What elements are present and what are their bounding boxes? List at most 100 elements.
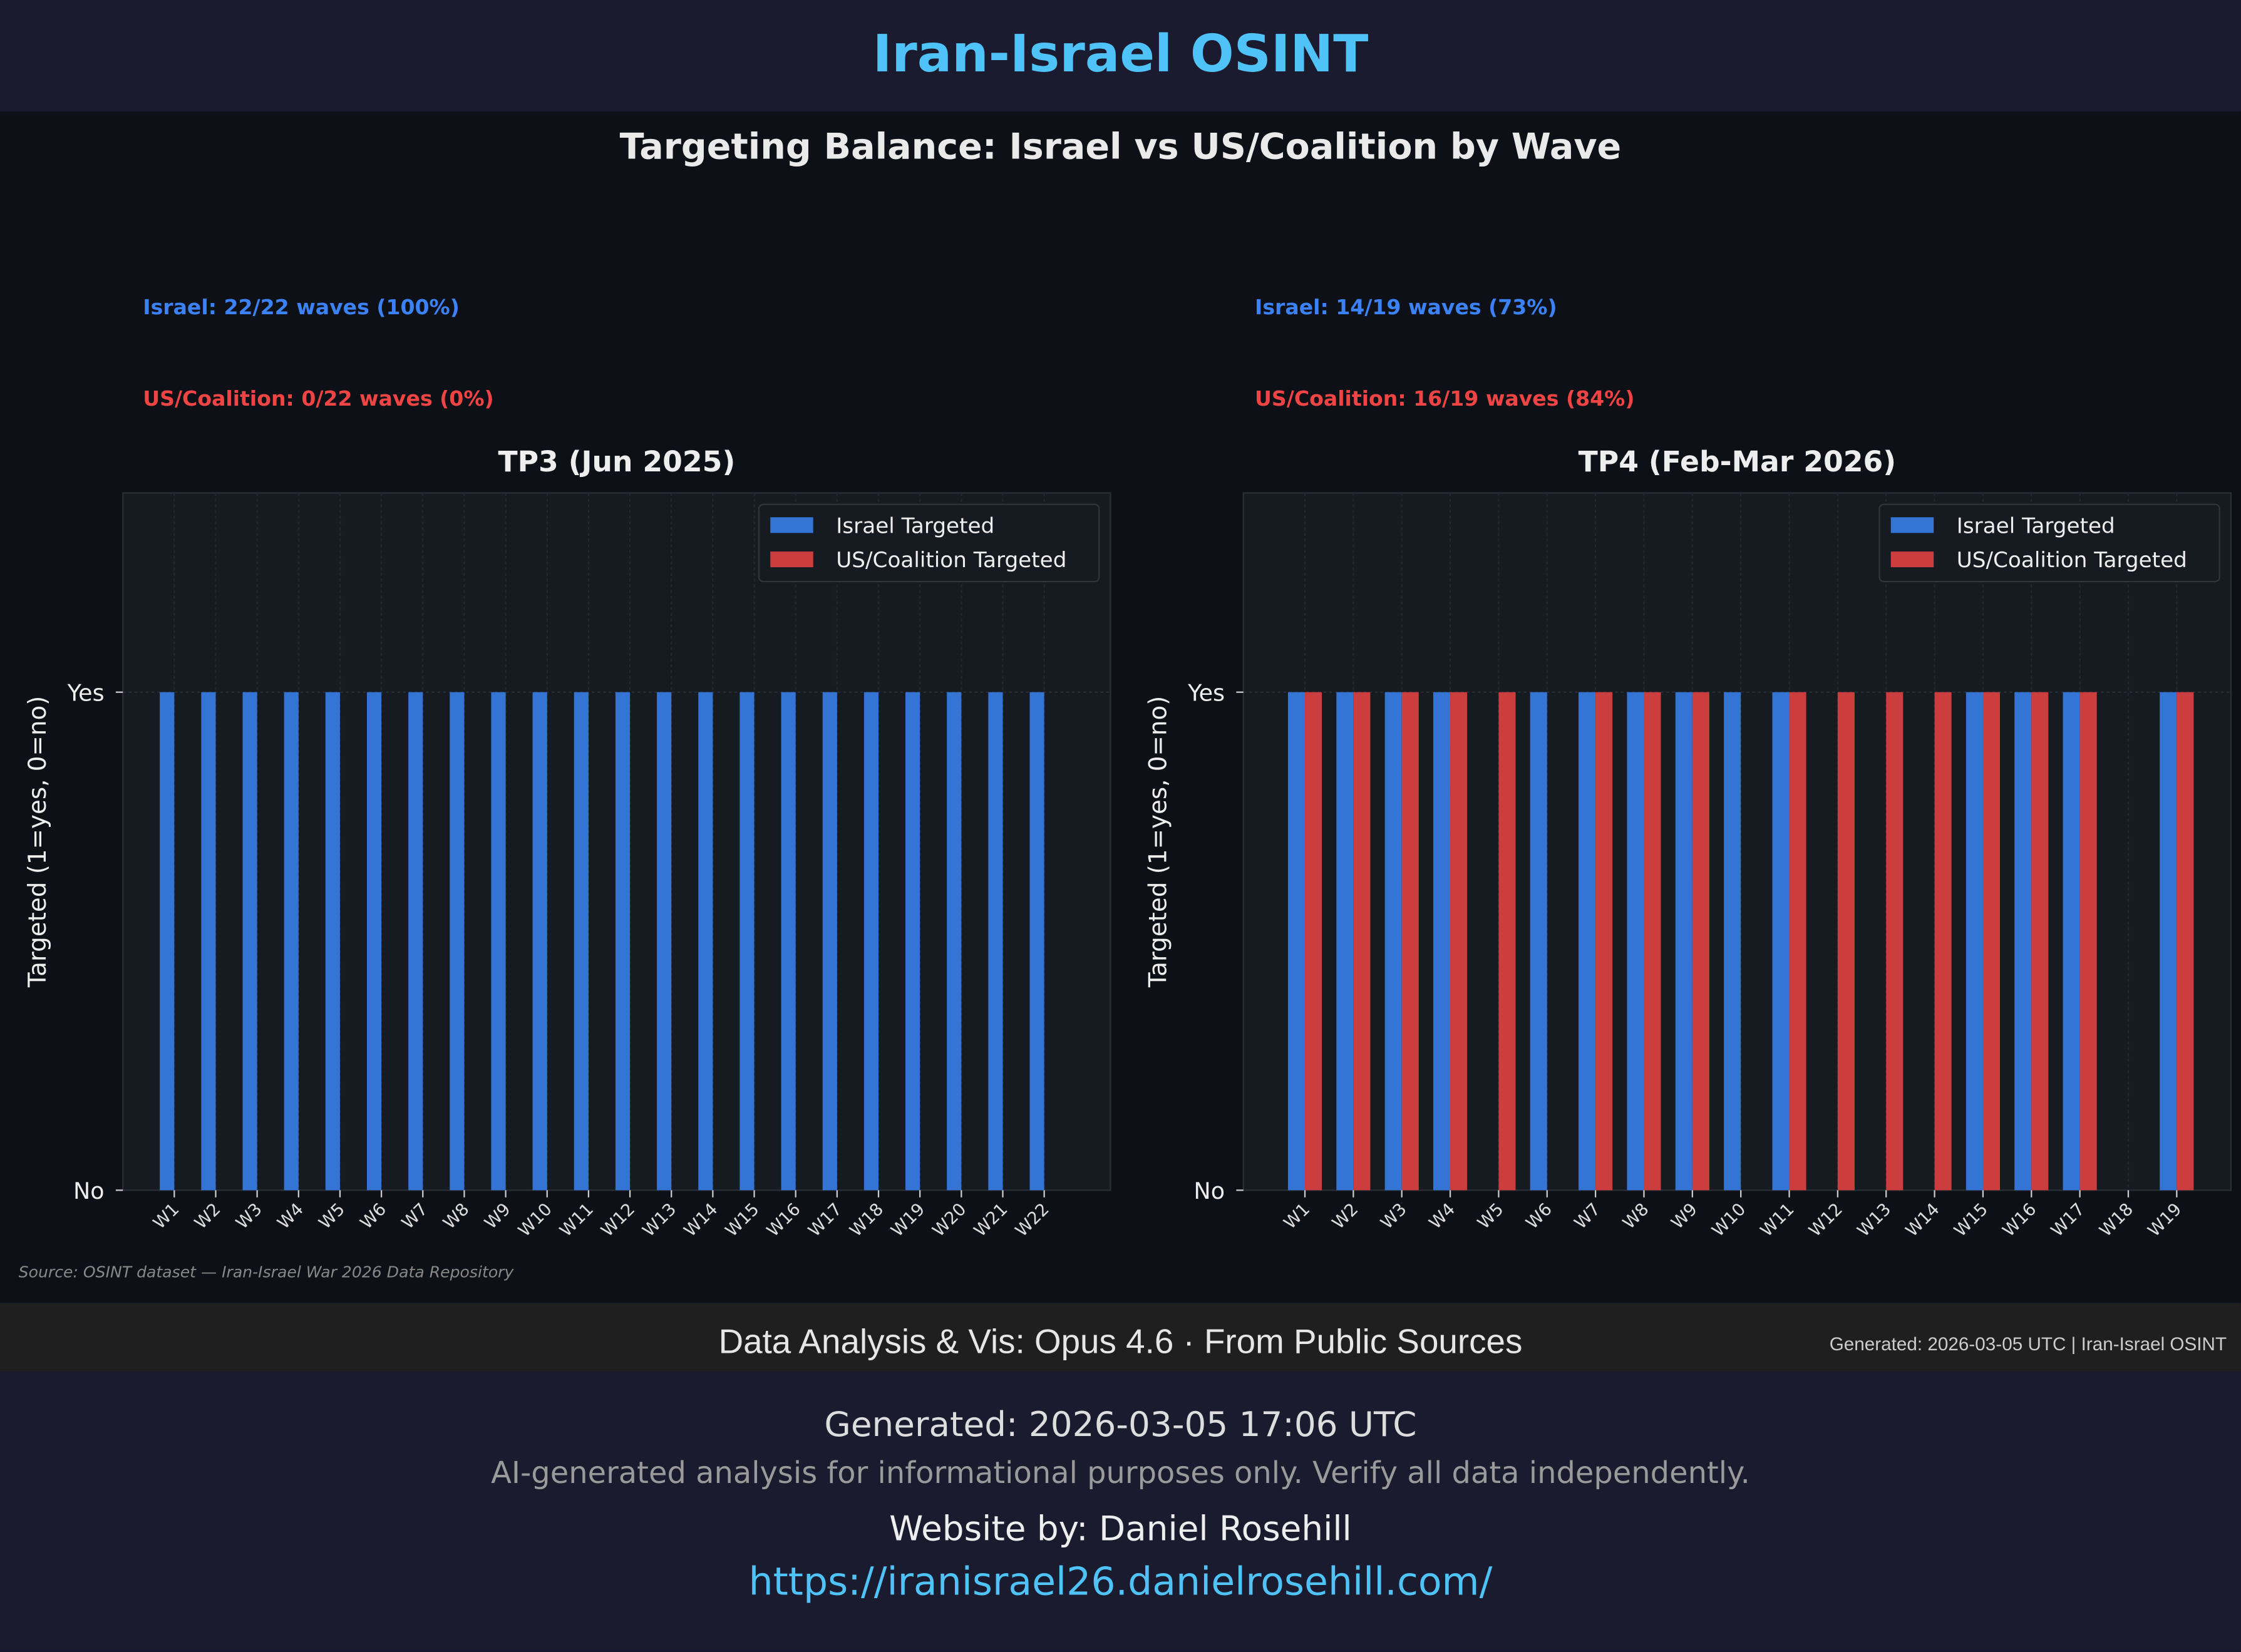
israel-bar-W19 bbox=[905, 692, 920, 1191]
y-axis-label: Targeted (1=yes, 0=no) bbox=[1145, 696, 1173, 988]
site-footer bbox=[0, 1372, 2241, 1652]
israel-bar-W10 bbox=[1724, 692, 1741, 1191]
tp3-us-summary: US/Coalition: 0/22 waves (0%) bbox=[143, 388, 494, 412]
x-tick-label: W13 bbox=[639, 1199, 681, 1241]
legend-label-israel: Israel Targeted bbox=[836, 513, 994, 538]
israel-bar-W2 bbox=[201, 692, 216, 1191]
us-bar-W15 bbox=[1982, 692, 2001, 1191]
us-bar-W12 bbox=[1837, 692, 1855, 1191]
x-tick-label: W16 bbox=[1999, 1199, 2041, 1241]
x-tick-label: W3 bbox=[232, 1199, 265, 1233]
israel-bar-W18 bbox=[863, 692, 879, 1191]
legend bbox=[758, 503, 1100, 583]
site-header: Iran-Israel OSINT bbox=[0, 0, 2241, 112]
x-tick-label: W5 bbox=[316, 1199, 349, 1233]
x-tick-label: W13 bbox=[1854, 1199, 1895, 1241]
us-bar-W5 bbox=[1498, 692, 1516, 1191]
x-tick-label: W10 bbox=[1709, 1199, 1750, 1241]
y-tick-label: No bbox=[1193, 1177, 1225, 1204]
legend-swatch-israel bbox=[1890, 517, 1934, 533]
israel-bar-W8 bbox=[450, 692, 465, 1191]
us-bar-W7 bbox=[1595, 692, 1613, 1191]
x-tick-label: W7 bbox=[398, 1199, 431, 1233]
us-bar-W19 bbox=[2177, 692, 2194, 1191]
israel-bar-W1 bbox=[1287, 692, 1306, 1191]
israel-bar-W16 bbox=[2014, 692, 2032, 1191]
israel-bar-W22 bbox=[1029, 692, 1044, 1191]
footer-bar bbox=[0, 1303, 2241, 1372]
israel-bar-W4 bbox=[1433, 692, 1451, 1191]
website-link[interactable]: https://iranisrael26.danielrosehill.com/ bbox=[748, 1560, 1493, 1605]
legend-swatch-us bbox=[770, 552, 813, 568]
israel-bar-W17 bbox=[822, 692, 837, 1191]
israel-bar-W3 bbox=[1384, 692, 1402, 1191]
us-bar-W13 bbox=[1886, 692, 1904, 1191]
website-credit: Website by: Daniel Rosehill bbox=[889, 1509, 1352, 1549]
x-tick-label: W22 bbox=[1012, 1199, 1053, 1241]
x-tick-label: W9 bbox=[1668, 1199, 1701, 1233]
israel-bar-W3 bbox=[242, 692, 257, 1191]
y-tick-label: No bbox=[73, 1177, 105, 1204]
x-tick-label: W2 bbox=[1329, 1199, 1362, 1233]
x-tick-label: W11 bbox=[556, 1199, 597, 1241]
israel-bar-W12 bbox=[615, 692, 631, 1191]
x-tick-label: W12 bbox=[597, 1199, 639, 1241]
x-tick-label: W2 bbox=[191, 1199, 224, 1233]
legend-swatch-us bbox=[1890, 552, 1934, 568]
us-bar-W11 bbox=[1789, 692, 1806, 1191]
legend bbox=[1878, 503, 2220, 583]
israel-bar-W9 bbox=[491, 692, 506, 1191]
x-tick-label: W7 bbox=[1571, 1199, 1604, 1233]
site-title: Iran-Israel OSINT bbox=[872, 26, 1369, 85]
x-tick-label: W15 bbox=[1950, 1199, 1992, 1241]
israel-bar-W8 bbox=[1627, 692, 1644, 1191]
x-tick-label: W10 bbox=[515, 1199, 556, 1241]
footer-bar-generated: Generated: 2026-03-05 UTC | Iran-Israel … bbox=[1829, 1333, 2227, 1355]
x-tick-label: W5 bbox=[1474, 1199, 1507, 1233]
israel-bar-W7 bbox=[1579, 692, 1596, 1191]
generated-timestamp: Generated: 2026-03-05 17:06 UTC bbox=[824, 1404, 1417, 1445]
us-bar-W17 bbox=[2079, 692, 2097, 1191]
x-tick-label: W4 bbox=[274, 1199, 307, 1233]
x-tick-label: W17 bbox=[805, 1199, 846, 1241]
israel-bar-W2 bbox=[1336, 692, 1354, 1191]
x-tick-label: W1 bbox=[150, 1199, 183, 1233]
x-tick-label: W12 bbox=[1805, 1199, 1847, 1241]
x-tick-label: W19 bbox=[2145, 1199, 2186, 1241]
x-tick-label: W11 bbox=[1757, 1199, 1798, 1241]
israel-bar-W16 bbox=[781, 692, 796, 1191]
israel-bar-W11 bbox=[1772, 692, 1790, 1191]
x-tick-label: W16 bbox=[763, 1199, 805, 1241]
x-tick-label: W8 bbox=[1619, 1199, 1652, 1233]
us-bar-W16 bbox=[2031, 692, 2049, 1191]
x-tick-label: W1 bbox=[1280, 1199, 1314, 1233]
tp3-chart: W1 W2 W3 W4 W5 W6 W7 W8 W9 W10 W11 W12 W13 W14 W15 W16 W… bbox=[24, 445, 1111, 1241]
us-bar-W14 bbox=[1934, 692, 1952, 1191]
tp4-israel-summary: Israel: 14/19 waves (73%) bbox=[1255, 297, 1557, 321]
israel-bar-W1 bbox=[160, 692, 175, 1191]
x-tick-label: W18 bbox=[846, 1199, 887, 1241]
x-tick-label: W3 bbox=[1377, 1199, 1410, 1233]
x-tick-label: W20 bbox=[929, 1199, 971, 1241]
israel-bar-W11 bbox=[574, 692, 589, 1191]
source-note: Source: OSINT dataset — Iran-Israel War … bbox=[18, 1263, 514, 1282]
y-tick-label: Yes bbox=[1187, 679, 1225, 706]
legend-label-israel: Israel Targeted bbox=[1957, 513, 2115, 538]
us-bar-W4 bbox=[1450, 692, 1468, 1191]
x-tick-label: W9 bbox=[481, 1199, 514, 1233]
israel-bar-W21 bbox=[988, 692, 1003, 1191]
x-tick-label: W21 bbox=[971, 1199, 1012, 1241]
israel-bar-W4 bbox=[284, 692, 299, 1191]
legend-label-us: US/Coalition Targeted bbox=[836, 548, 1066, 573]
israel-bar-W20 bbox=[947, 692, 962, 1191]
tp4-chart: W1 W2 W3 W4 W5 W6 W7 W8 W9 W10 W11 W12 W13 W14 W15 W16 W… bbox=[1145, 445, 2232, 1241]
x-tick-label: W6 bbox=[1522, 1199, 1555, 1233]
tp3-israel-summary: Israel: 22/22 waves (100%) bbox=[143, 297, 460, 321]
us-bar-W3 bbox=[1401, 692, 1419, 1191]
israel-bar-W7 bbox=[408, 692, 423, 1191]
us-bar-W1 bbox=[1305, 692, 1322, 1191]
x-tick-label: W14 bbox=[1902, 1199, 1944, 1241]
x-tick-label: W19 bbox=[888, 1199, 929, 1241]
israel-bar-W17 bbox=[2063, 692, 2080, 1191]
footer-bar-credit: Data Analysis & Vis: Opus 4.6 · From Pub… bbox=[718, 1323, 1523, 1362]
